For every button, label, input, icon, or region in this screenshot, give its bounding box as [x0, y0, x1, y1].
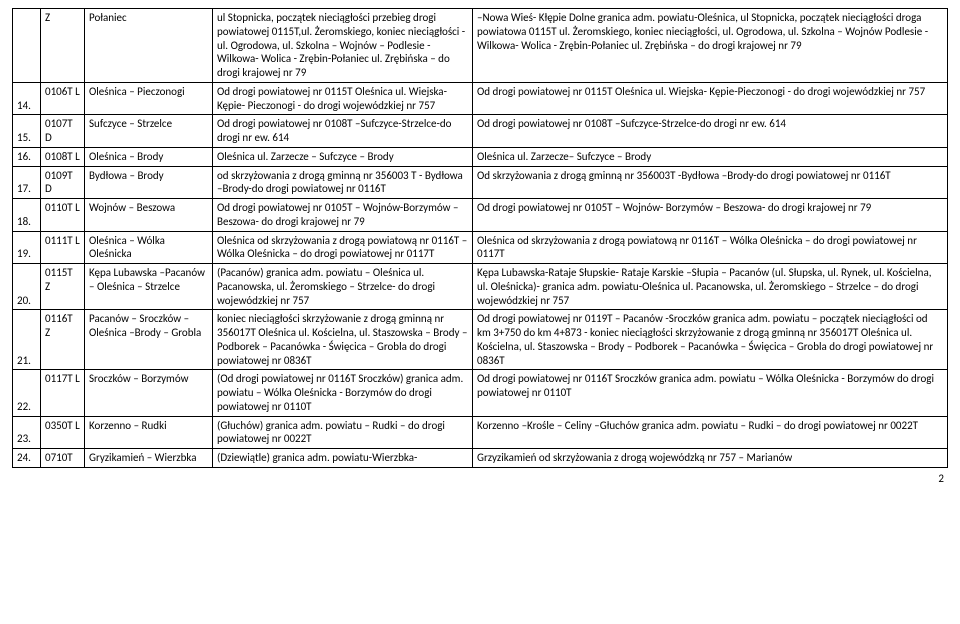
description-1: koniec nieciągłości skrzyżowanie z drogą… [213, 310, 473, 370]
table-row: 19.0111T LOleśnica – Wólka OleśnickaOleś… [13, 231, 948, 264]
road-code: 0115T Z [41, 264, 85, 310]
table-row: 14.0106T LOleśnica – PieczonogiOd drogi … [13, 82, 948, 115]
description-2: –Nowa Wieś- Kłępie Dolne granica adm. po… [473, 9, 948, 83]
road-code: 0106T L [41, 82, 85, 115]
description-2: Oleśnica ul. Zarzecze– Sufczyce – Brody [473, 147, 948, 166]
row-number: 18. [13, 199, 41, 232]
road-name: Oleśnica – Brody [85, 147, 213, 166]
table-row: 24.0710TGryzikamień – Wierzbka(Dziewiątl… [13, 449, 948, 468]
description-1: ul Stopnicka, początek nieciągłości prze… [213, 9, 473, 83]
table-row: ZPołaniecul Stopnicka, początek nieciągł… [13, 9, 948, 83]
table-row: 20.0115T ZKępa Lubawska –Pacanów – Oleśn… [13, 264, 948, 310]
description-1: Od drogi powiatowej nr 0105T – Wojnów-Bo… [213, 199, 473, 232]
road-name: Oleśnica – Pieczonogi [85, 82, 213, 115]
road-code: 0117T L [41, 370, 85, 416]
table-row: 16.0108T LOleśnica – BrodyOleśnica ul. Z… [13, 147, 948, 166]
road-code: 0710T [41, 449, 85, 468]
road-code: 0350T L [41, 416, 85, 449]
road-code: 0109T D [41, 166, 85, 199]
description-1: Od drogi powiatowej nr 0115T Oleśnica ul… [213, 82, 473, 115]
table-row: 17.0109T DBydłowa – Brodyod skrzyżowania… [13, 166, 948, 199]
road-name: Pacanów – Sroczków – Oleśnica –Brody – G… [85, 310, 213, 370]
road-code: 0107T D [41, 115, 85, 148]
description-2: Oleśnica od skrzyżowania z drogą powiato… [473, 231, 948, 264]
description-2: Grzyzikamień od skrzyżowania z drogą woj… [473, 449, 948, 468]
road-name: Kępa Lubawska –Pacanów – Oleśnica – Strz… [85, 264, 213, 310]
road-name: Oleśnica – Wólka Oleśnicka [85, 231, 213, 264]
row-number: 19. [13, 231, 41, 264]
road-name: Korzenno – Rudki [85, 416, 213, 449]
row-number: 21. [13, 310, 41, 370]
description-1: Oleśnica ul. Zarzecze – Sufczyce – Brody [213, 147, 473, 166]
road-name: Wojnów – Beszowa [85, 199, 213, 232]
row-number: 23. [13, 416, 41, 449]
roads-table: ZPołaniecul Stopnicka, początek nieciągł… [12, 8, 948, 468]
road-name: Gryzikamień – Wierzbka [85, 449, 213, 468]
row-number: 24. [13, 449, 41, 468]
description-2: Korzenno –Krośle – Celiny –Głuchów grani… [473, 416, 948, 449]
description-2: Od drogi powiatowej nr 0119T – Pacanów -… [473, 310, 948, 370]
description-2: Od drogi powiatowej nr 0108T –Sufczyce-S… [473, 115, 948, 148]
road-name: Sroczków – Borzymów [85, 370, 213, 416]
road-name: Sufczyce – Strzelce [85, 115, 213, 148]
description-1: Od drogi powiatowej nr 0108T –Sufczyce-S… [213, 115, 473, 148]
description-1: (Od drogi powiatowej nr 0116T Sroczków) … [213, 370, 473, 416]
table-row: 22.0117T LSroczków – Borzymów(Od drogi p… [13, 370, 948, 416]
road-code: 0116T Z [41, 310, 85, 370]
description-1: od skrzyżowania z drogą gminną nr 356003… [213, 166, 473, 199]
road-code: 0108T L [41, 147, 85, 166]
description-2: Od drogi powiatowej nr 0115T Oleśnica ul… [473, 82, 948, 115]
row-number: 16. [13, 147, 41, 166]
description-1: Oleśnica od skrzyżowania z drogą powiato… [213, 231, 473, 264]
table-row: 23.0350T LKorzenno – Rudki(Głuchów) gran… [13, 416, 948, 449]
row-number [13, 9, 41, 83]
description-2: Od drogi powiatowej nr 0105T – Wojnów- B… [473, 199, 948, 232]
description-1: (Pacanów) granica adm. powiatu – Oleśnic… [213, 264, 473, 310]
road-code: 0110T L [41, 199, 85, 232]
row-number: 22. [13, 370, 41, 416]
row-number: 14. [13, 82, 41, 115]
page-number: 2 [12, 472, 948, 485]
road-code: 0111T L [41, 231, 85, 264]
table-row: 21.0116T ZPacanów – Sroczków – Oleśnica … [13, 310, 948, 370]
row-number: 20. [13, 264, 41, 310]
description-1: (Głuchów) granica adm. powiatu – Rudki –… [213, 416, 473, 449]
road-code: Z [41, 9, 85, 83]
description-2: Kępa Lubawska-Rataje Słupskie- Rataje Ka… [473, 264, 948, 310]
description-2: Od skrzyżowania z drogą gminną nr 356003… [473, 166, 948, 199]
row-number: 17. [13, 166, 41, 199]
table-row: 18.0110T LWojnów – BeszowaOd drogi powia… [13, 199, 948, 232]
description-1: (Dziewiątle) granica adm. powiatu-Wierzb… [213, 449, 473, 468]
description-2: Od drogi powiatowej nr 0116T Sroczków gr… [473, 370, 948, 416]
road-name: Połaniec [85, 9, 213, 83]
row-number: 15. [13, 115, 41, 148]
road-name: Bydłowa – Brody [85, 166, 213, 199]
table-row: 15.0107T DSufczyce – StrzelceOd drogi po… [13, 115, 948, 148]
